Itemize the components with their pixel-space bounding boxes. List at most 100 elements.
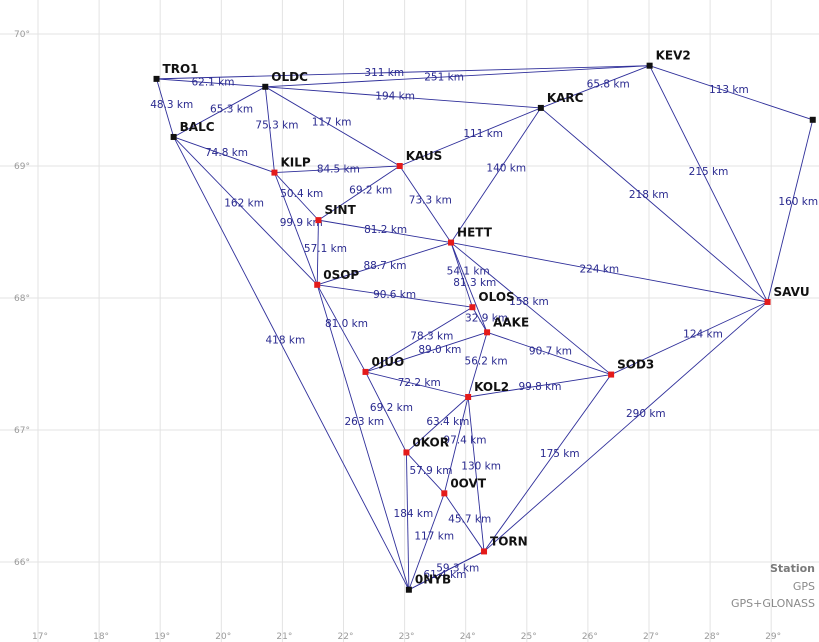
baseline-distance-label: 224 km <box>579 263 619 275</box>
station-marker-SAVU <box>764 298 771 305</box>
baseline-SINT-0SOP <box>316 220 319 285</box>
baseline-distance-label: 54.1 km <box>447 266 490 278</box>
baseline-distance-label: 175 km <box>540 448 580 460</box>
baseline-KEV2-PASC <box>649 65 813 121</box>
station-marker-0NYB <box>405 586 412 593</box>
baseline-distance-label: 140 km <box>486 163 526 175</box>
station-marker-0SOP <box>314 281 321 288</box>
baseline-0SOP-0JUO <box>316 284 366 373</box>
baseline-distance-label: 73.3 km <box>409 194 452 206</box>
baseline-distance-label: 117 km <box>312 116 352 128</box>
baseline-KOL2-TORN <box>467 396 485 552</box>
baseline-OLDC-KAUS <box>265 86 400 167</box>
baseline-distance-label: 117 km <box>414 531 454 543</box>
baseline-SINT-HETT <box>318 219 452 244</box>
baseline-distance-label: 74.8 km <box>205 147 248 159</box>
baseline-AAKE-SOD3 <box>486 331 612 375</box>
baseline-distance-label: 81.2 km <box>364 224 407 236</box>
station-marker-TRO1 <box>153 75 160 82</box>
station-label-OLOS: OLOS <box>478 290 514 304</box>
baseline-distance-label: 62.1 km <box>191 76 234 88</box>
baseline-distance-label: 311 km <box>364 67 404 79</box>
station-label-KILP: KILP <box>280 156 310 170</box>
lon-tick-label: 25° <box>521 632 537 642</box>
lon-tick-label: 28° <box>704 632 720 642</box>
baseline-TORN-0NYB <box>408 551 485 591</box>
baseline-BALC-0NYB <box>173 136 410 590</box>
legend-title: Station <box>769 562 815 575</box>
station-marker-OLOS <box>469 304 476 311</box>
baseline-0JUO-KOL2 <box>365 371 469 398</box>
legend-gps-glonass: GPS+GLONASS <box>731 597 815 610</box>
station-marker-TORN <box>481 548 488 555</box>
baseline-distance-label: 251 km <box>424 71 464 83</box>
baselines <box>156 65 814 591</box>
station-marker-PASC <box>809 116 816 123</box>
baseline-distance-label: 61.4 km <box>423 569 466 581</box>
baseline-HETT-SAVU <box>450 242 768 303</box>
baseline-TRO1-OLDC <box>156 78 266 88</box>
baseline-KILP-KAUS <box>274 165 400 174</box>
station-label-TRO1: TRO1 <box>163 62 199 76</box>
baseline-0JUO-0KOR <box>365 371 407 453</box>
baseline-distance-label: 124 km <box>683 329 723 341</box>
baseline-0KOR-0NYB <box>405 452 410 590</box>
baseline-HETT-AAKE <box>450 242 488 333</box>
baseline-labels: 62.1 km 48.3 km 65.3 km 251 km 311 km 194 km 6… <box>150 67 818 581</box>
baseline-KOL2-0KOR <box>406 396 469 453</box>
baseline-HETT-OLOS <box>450 242 473 308</box>
lon-tick-label: 21° <box>276 632 292 642</box>
station-marker-SINT <box>315 217 322 224</box>
baseline-distance-label: 184 km <box>394 508 434 520</box>
baseline-OLDC-KEV2 <box>265 65 650 88</box>
lat-tick-label: 66° <box>14 558 30 568</box>
baseline-distance-label: 263 km <box>344 416 384 428</box>
station-label-SINT: SINT <box>324 203 356 217</box>
baseline-SOD3-TORN <box>483 374 612 552</box>
baseline-distance-label: 59.3 km <box>436 563 479 575</box>
station-marker-SOD3 <box>608 371 615 378</box>
baseline-KOL2-0OVT <box>443 396 469 494</box>
station-label-0NYB: 0NYB <box>415 573 451 587</box>
lon-tick-label: 19° <box>154 632 170 642</box>
baseline-0SOP-OLOS <box>317 284 473 308</box>
station-marker-KOL2 <box>465 394 472 400</box>
baseline-distance-label: 45.7 km <box>448 513 491 525</box>
baseline-distance-label: 99.9 km <box>280 217 323 229</box>
baseline-HETT-SOD3 <box>450 242 612 375</box>
lon-tick-label: 23° <box>399 632 415 642</box>
baseline-distance-label: 75.3 km <box>255 119 298 131</box>
station-label-TORN: TORN <box>490 534 528 548</box>
station-label-OLDC: OLDC <box>271 70 308 84</box>
baseline-distance-label: 32.9 km <box>465 313 508 325</box>
baseline-SAVU-SOD3 <box>610 301 768 375</box>
baseline-distance-label: 65.8 km <box>587 79 630 91</box>
baseline-BALC-0SOP <box>173 136 318 286</box>
station-label-KAUS: KAUS <box>406 149 443 163</box>
station-label-SAVU: SAVU <box>774 285 810 299</box>
baseline-distance-label: 81.3 km <box>453 277 496 289</box>
station-label-HETT: HETT <box>457 226 493 240</box>
baseline-distance-label: 88.7 km <box>363 260 406 272</box>
station-label-0SOP: 0SOP <box>323 268 359 282</box>
baseline-OLDC-BALC <box>173 86 266 138</box>
station-marker-0OVT <box>441 490 448 497</box>
baseline-OLDC-KARC <box>265 86 541 109</box>
station-marker-KILP <box>271 169 278 176</box>
baseline-distance-label: 162 km <box>224 197 264 209</box>
baseline-KOL2-SOD3 <box>468 374 612 398</box>
baseline-distance-label: 72.2 km <box>398 377 441 389</box>
lon-tick-label: 20° <box>215 632 231 642</box>
baseline-distance-label: 215 km <box>689 166 729 178</box>
station-marker-KAUS <box>396 163 403 169</box>
baseline-distance-label: 57.1 km <box>304 243 347 255</box>
baseline-distance-label: 99.8 km <box>518 381 561 393</box>
baseline-distance-label: 65.3 km <box>210 103 253 115</box>
station-marker-KEV2 <box>646 62 653 69</box>
baseline-KILP-0SOP <box>274 172 318 285</box>
lon-tick-label: 18° <box>93 632 109 642</box>
baseline-PASC-SAVU <box>767 119 814 303</box>
baseline-0SOP-HETT <box>317 242 452 286</box>
baseline-distance-label: 56.2 km <box>465 355 508 367</box>
